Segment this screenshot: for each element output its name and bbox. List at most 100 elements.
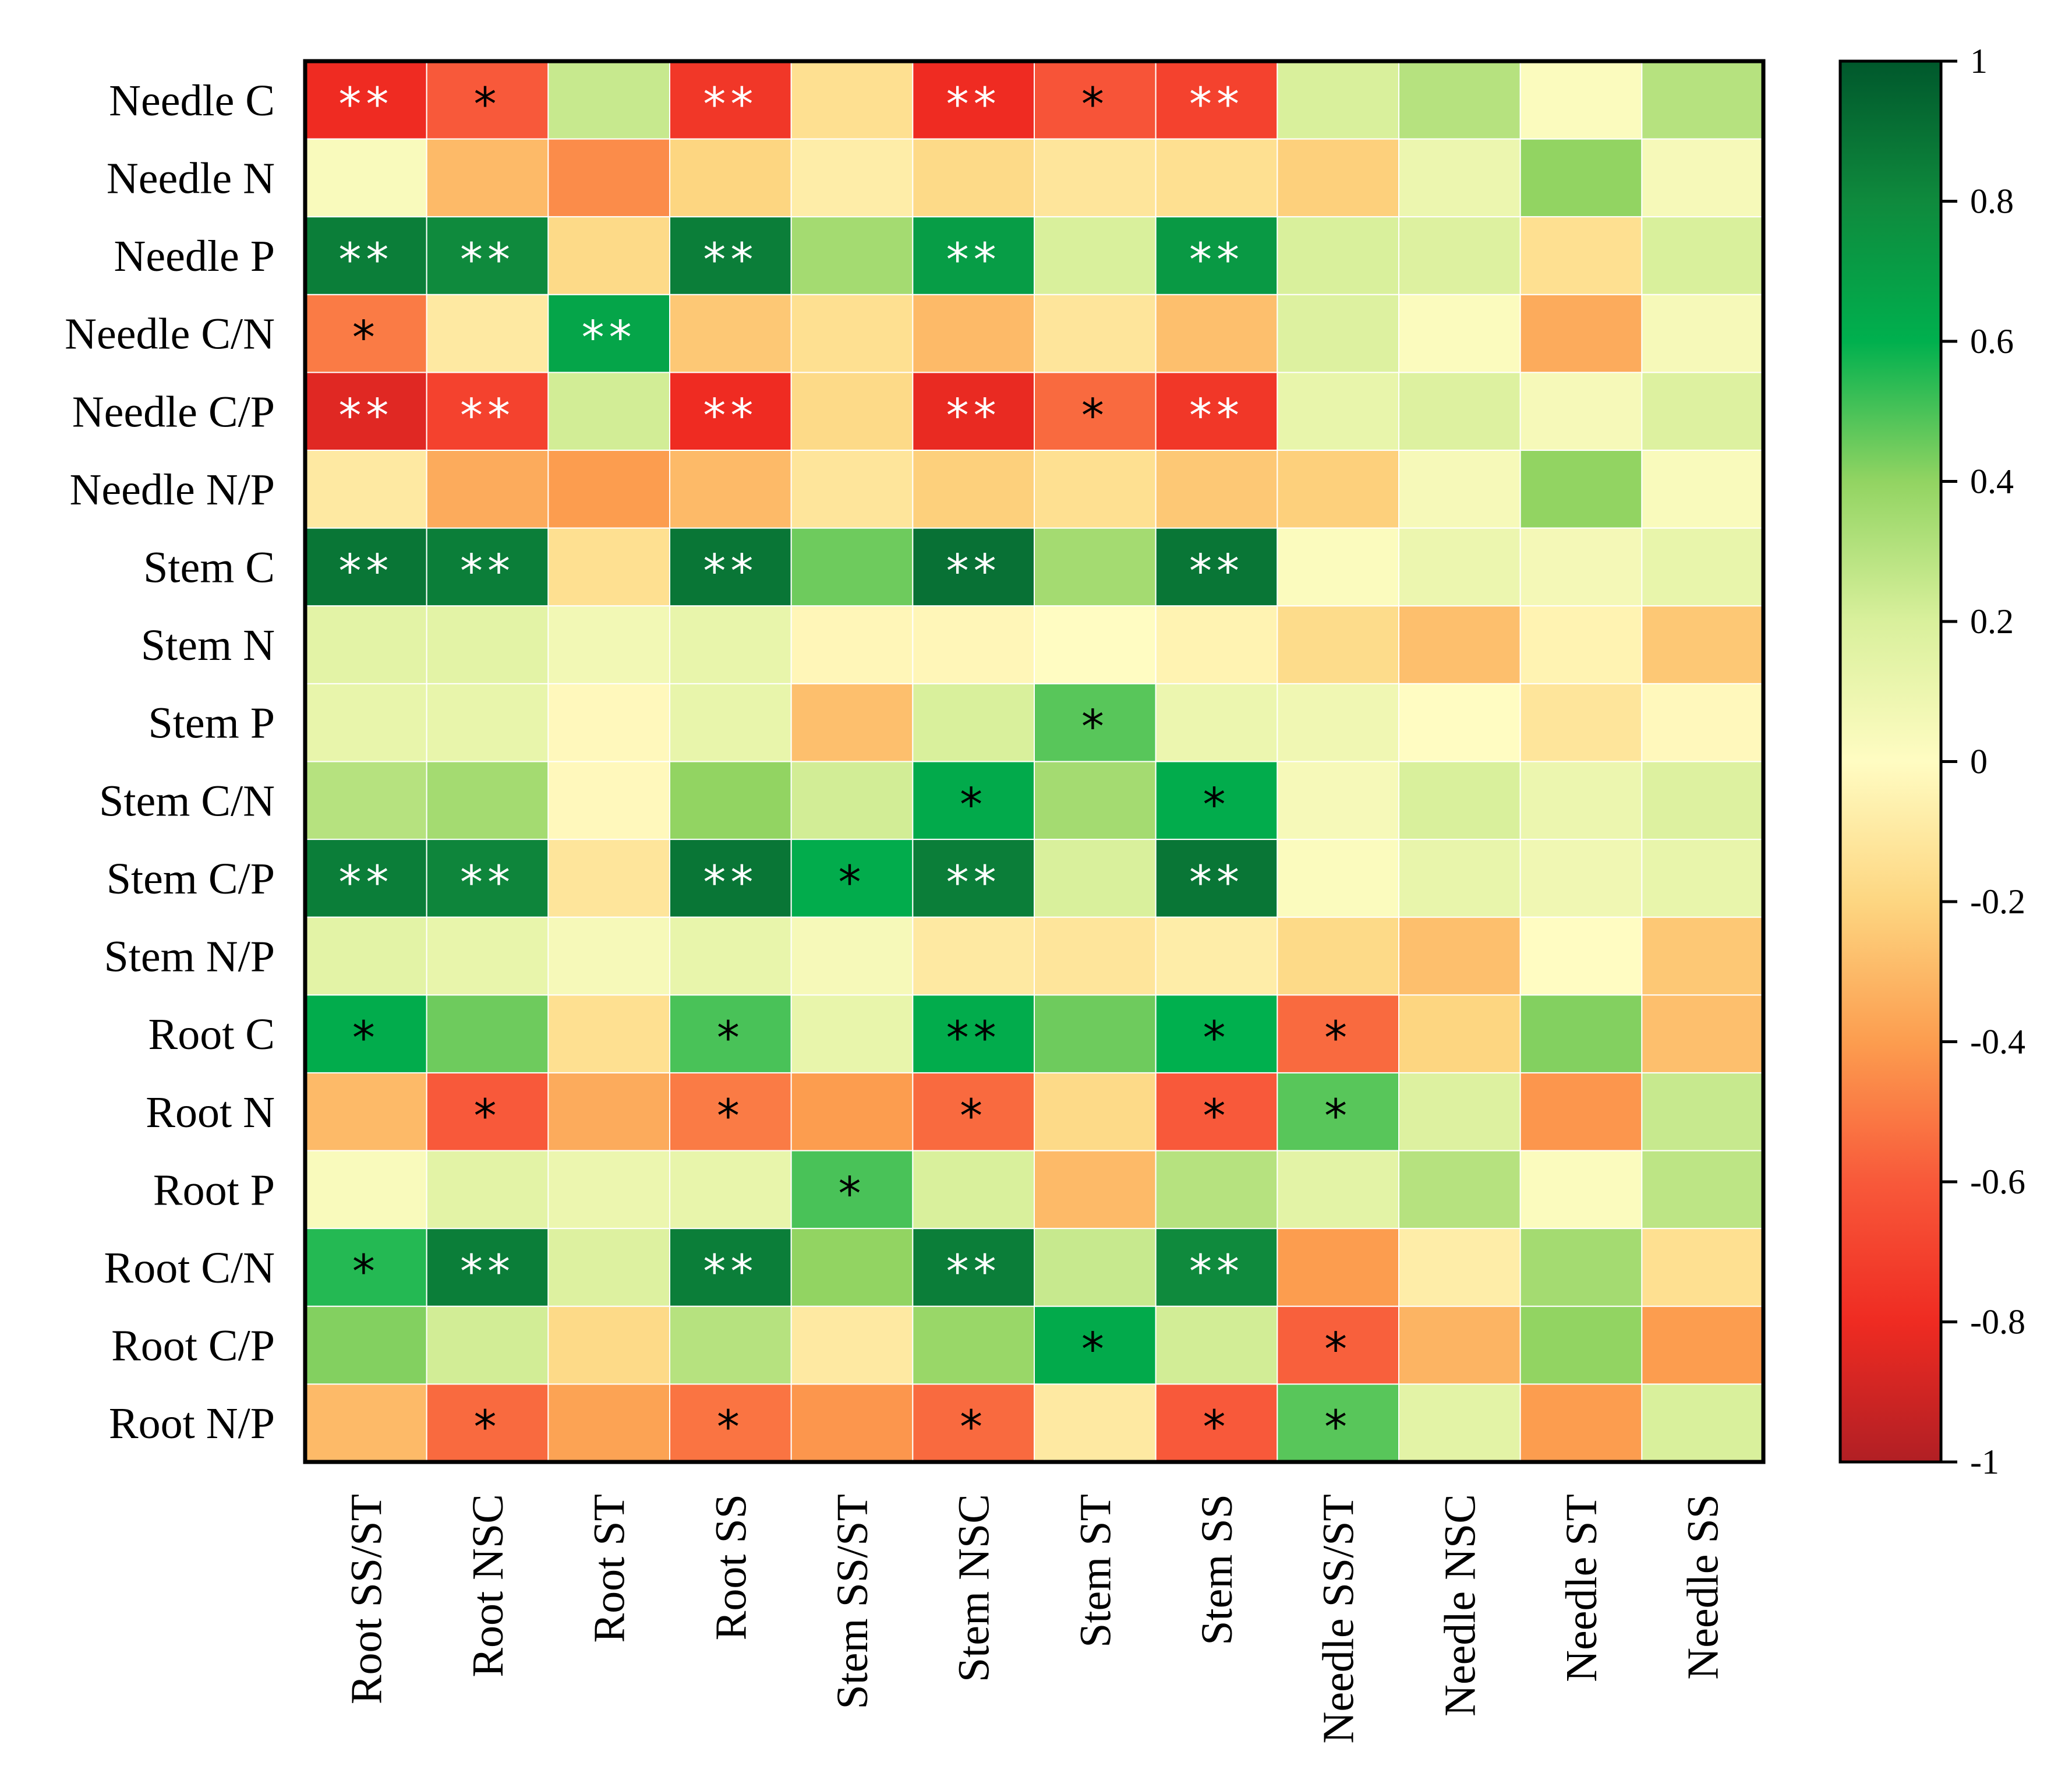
heatmap-cell [305,761,427,840]
heatmap-cell [1155,138,1278,218]
plot-frame [303,59,1766,1464]
significance-mark: ** [703,390,758,442]
heatmap-cell [1155,994,1278,1073]
heatmap-cell [1519,294,1643,373]
heatmap-cell [1398,450,1521,529]
heatmap-cell [1277,61,1399,140]
heatmap-cell [912,138,1035,218]
heatmap-cell [305,605,427,684]
row-label: Needle P [114,232,275,281]
heatmap-cell [669,294,792,373]
heatmap-cell [547,1150,670,1230]
significance-mark: ** [338,234,393,287]
heatmap-cell [1519,1305,1643,1385]
significance-mark: * [960,1090,987,1143]
heatmap-cell [305,683,427,762]
heatmap-cell [1155,1383,1278,1463]
heatmap-cell [305,1150,427,1230]
colorbar-tick-label: 1 [1970,42,1988,80]
heatmap-cell [547,1383,670,1463]
heatmap-cell [547,216,670,295]
heatmap-cell [305,138,427,218]
heatmap-cell [1641,372,1764,451]
heatmap-cell [1519,1383,1643,1463]
heatmap-cell [426,1305,549,1385]
heatmap-cell [547,138,670,218]
significance-mark: * [1203,1090,1231,1143]
row-label: Root N [146,1088,275,1137]
heatmap-cell [790,916,914,996]
heatmap-cell [1034,372,1157,451]
heatmap-cell [1155,605,1278,684]
row-label: Root C/N [104,1244,275,1292]
heatmap-cell [790,1305,914,1385]
heatmap-cell [1277,839,1399,918]
heatmap-cell [547,527,670,607]
significance-mark: * [717,1090,744,1143]
significance-mark: ** [460,234,515,287]
heatmap-cell [669,1150,792,1230]
colorbar-tick-label: 0 [1970,743,1988,781]
heatmap-cell [1155,450,1278,529]
heatmap-cell [1398,605,1521,684]
heatmap-cell [1398,527,1521,607]
significance-mark: ** [460,1246,515,1298]
heatmap-cell [1034,294,1157,373]
heatmap-cell [1034,683,1157,762]
heatmap-cell [912,916,1035,996]
significance-mark: * [474,1401,501,1454]
heatmap-cell [1641,216,1764,295]
heatmap-cell [790,683,914,762]
heatmap-cell [1034,450,1157,529]
heatmap-cell [426,1228,549,1307]
significance-mark: ** [703,234,758,287]
heatmap-cell [1519,1228,1643,1307]
heatmap-cell [1155,1305,1278,1385]
row-label: Stem N/P [104,933,275,981]
heatmap-cell [1277,994,1399,1073]
colorbar-tick-label: 0.2 [1970,602,2014,641]
heatmap-cell [1034,138,1157,218]
column-label: Root NSC [464,1494,512,1677]
heatmap-cell [305,527,427,607]
heatmap-cell [1641,1150,1764,1230]
column-label: Needle NSC [1435,1494,1484,1716]
heatmap-cell [1277,450,1399,529]
heatmap-cell [790,1072,914,1152]
significance-mark: ** [1189,1246,1244,1298]
significance-mark: * [1324,1090,1352,1143]
heatmap-cell [790,1228,914,1307]
heatmap-cell [1277,683,1399,762]
heatmap-cell [1034,1150,1157,1230]
heatmap-cell [1519,839,1643,918]
heatmap-cell [426,527,549,607]
heatmap-cell [669,450,792,529]
significance-mark: * [474,79,501,131]
heatmap-cell [426,916,549,996]
heatmap-cell [669,1305,792,1385]
heatmap-cell [1398,916,1521,996]
significance-mark: * [1081,701,1109,754]
heatmap-cell [1155,916,1278,996]
colorbar-tick-label: -1 [1970,1443,1999,1481]
heatmap-cell [912,1383,1035,1463]
heatmap-cell [1519,916,1643,996]
significance-mark: * [1203,779,1231,831]
heatmap-cell [1034,916,1157,996]
heatmap-cell [1641,527,1764,607]
heatmap-cell [1034,1228,1157,1307]
heatmap-cell [912,683,1035,762]
heatmap-cell [669,138,792,218]
heatmap-cell [912,1150,1035,1230]
significance-mark: * [960,779,987,831]
significance-mark: * [717,1012,744,1065]
heatmap-cell [547,294,670,373]
heatmap-cell [426,1072,549,1152]
heatmap-cell [1277,1228,1399,1307]
significance-mark: ** [703,1246,758,1298]
row-label: Needle C/P [72,387,275,436]
heatmap-cell [1519,994,1643,1073]
heatmap-cell [1155,294,1278,373]
heatmap-cell [669,372,792,451]
colorbar-tick-label: -0.6 [1970,1163,2025,1201]
